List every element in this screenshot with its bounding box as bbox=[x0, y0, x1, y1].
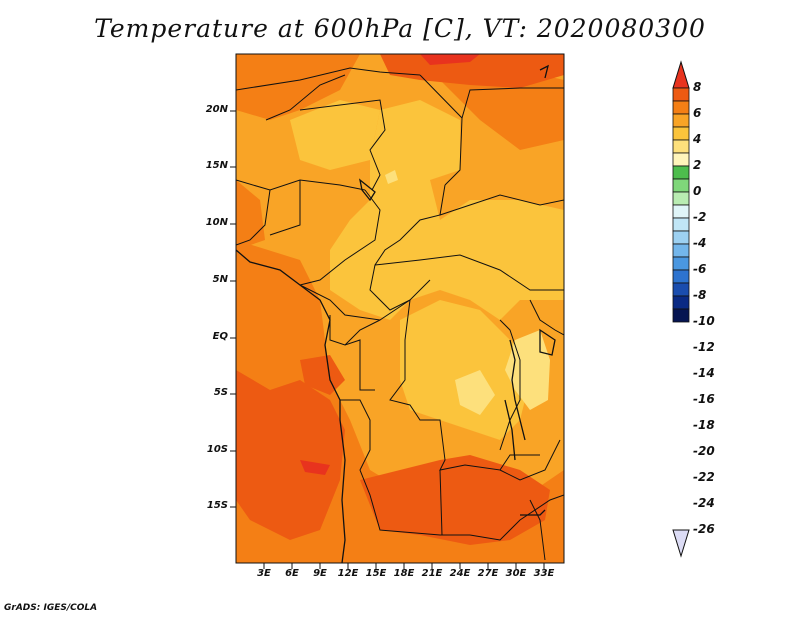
colorbar-label: -2 bbox=[693, 210, 707, 224]
colorbar-label: 0 bbox=[693, 184, 702, 198]
lon-label-3e: 3E bbox=[257, 568, 271, 579]
map-title: Temperature at 600hPa [C], VT: 202008030… bbox=[94, 14, 706, 43]
lat-label-5n: 5N bbox=[212, 274, 228, 285]
lon-label-24e: 24E bbox=[449, 568, 471, 579]
colorbar-swatch bbox=[672, 152, 690, 167]
lon-label-12e: 12E bbox=[337, 568, 359, 579]
colorbar-label: 6 bbox=[693, 106, 702, 120]
lat-label-20n: 20N bbox=[205, 104, 228, 115]
colorbar-label: -22 bbox=[693, 470, 715, 484]
lon-label-15e: 15E bbox=[365, 568, 387, 579]
credit-text: GrADS: IGES/COLA bbox=[4, 603, 98, 613]
colorbar-swatch bbox=[672, 308, 690, 323]
lon-ticks bbox=[263, 563, 545, 569]
map-frame bbox=[235, 53, 565, 564]
lat-label-10s: 10S bbox=[206, 444, 228, 455]
colorbar-swatch bbox=[672, 113, 690, 128]
colorbar-label: -16 bbox=[693, 392, 715, 406]
colorbar-swatch bbox=[672, 100, 690, 115]
colorbar-swatch bbox=[672, 139, 690, 154]
colorbar-swatch bbox=[672, 204, 690, 219]
coastlines bbox=[236, 64, 556, 563]
colorbar-swatch bbox=[672, 282, 690, 297]
colorbar-swatch bbox=[672, 230, 690, 245]
lon-label-27e: 27E bbox=[477, 568, 499, 579]
colorbar-label: 2 bbox=[693, 158, 702, 172]
lat-label-5s: 5S bbox=[213, 387, 228, 398]
lon-label-21e: 21E bbox=[421, 568, 443, 579]
colorbar bbox=[672, 60, 690, 558]
country-borders bbox=[236, 67, 564, 561]
colorbar-swatch bbox=[672, 243, 690, 258]
colorbar-swatch bbox=[672, 178, 690, 193]
lat-ticks bbox=[230, 110, 236, 508]
colorbar-swatches bbox=[672, 87, 690, 323]
lon-label-6e: 6E bbox=[285, 568, 299, 579]
lon-label-9e: 9E bbox=[313, 568, 327, 579]
colorbar-swatch bbox=[672, 165, 690, 180]
lat-label-15n: 15N bbox=[205, 160, 228, 171]
colorbar-label: -12 bbox=[693, 340, 715, 354]
lon-label-33e: 33E bbox=[533, 568, 555, 579]
colorbar-swatch bbox=[672, 126, 690, 141]
colorbar-label: -8 bbox=[693, 288, 707, 302]
lon-label-18e: 18E bbox=[393, 568, 415, 579]
colorbar-label: 4 bbox=[693, 132, 702, 146]
lat-label-10n: 10N bbox=[205, 217, 228, 228]
colorbar-label: -26 bbox=[693, 522, 715, 536]
temperature-field bbox=[236, 54, 564, 563]
colorbar-swatch bbox=[672, 217, 690, 232]
lat-label-15s: 15S bbox=[206, 500, 228, 511]
colorbar-label: -10 bbox=[693, 314, 715, 328]
colorbar-label: -20 bbox=[693, 444, 715, 458]
colorbar-label: -18 bbox=[693, 418, 715, 432]
lon-label-30e: 30E bbox=[505, 568, 527, 579]
colorbar-label: -24 bbox=[693, 496, 715, 510]
colorbar-top-arrow bbox=[672, 60, 690, 89]
colorbar-label: -4 bbox=[693, 236, 707, 250]
colorbar-label: 8 bbox=[693, 80, 702, 94]
colorbar-swatch bbox=[672, 87, 690, 102]
colorbar-swatch bbox=[672, 256, 690, 271]
colorbar-label: -14 bbox=[693, 366, 715, 380]
colorbar-bottom-arrow bbox=[672, 529, 690, 558]
colorbar-swatch bbox=[672, 191, 690, 206]
colorbar-swatch bbox=[672, 269, 690, 284]
colorbar-swatch bbox=[672, 295, 690, 310]
colorbar-label: -6 bbox=[693, 262, 707, 276]
lat-label-eq: EQ bbox=[212, 331, 228, 342]
